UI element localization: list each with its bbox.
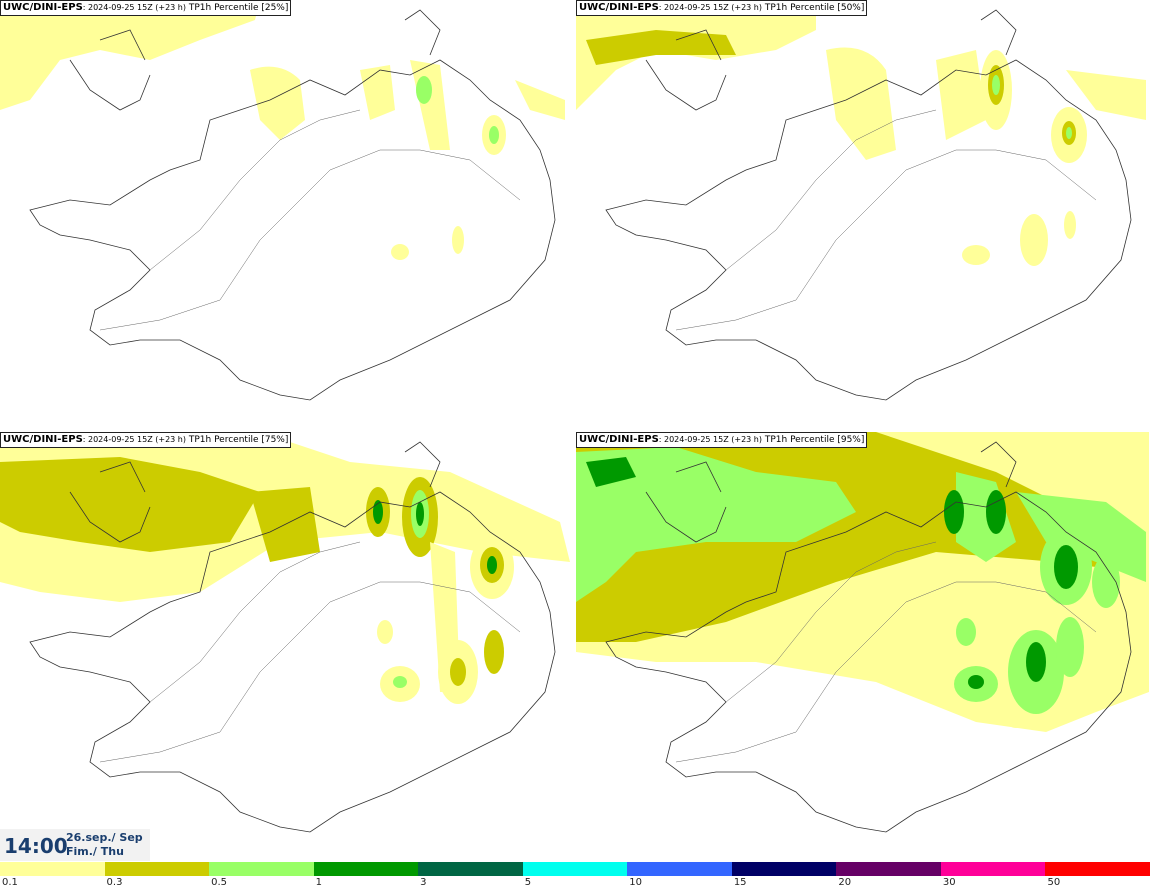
colorscale-bar — [0, 862, 1150, 876]
colorscale-swatch — [1045, 862, 1150, 876]
coastline — [605, 9, 1132, 401]
valid-date: 26.sep./ Sep Fim./ Thu — [66, 831, 143, 859]
colorscale-swatch — [836, 862, 941, 876]
colorscale-swatch — [940, 862, 1046, 876]
colorscale-label: 5 — [524, 877, 532, 888]
colorscale-swatch — [104, 862, 210, 876]
colorscale-swatch — [0, 862, 105, 876]
colorscale-label: 30 — [942, 877, 956, 888]
panel-title: UWC/DINI-EPS: 2024-09-25 15Z (+23 h) TP1… — [576, 0, 868, 16]
road-network — [675, 109, 1097, 331]
colorscale-labels: 0.1 0.3 0.5 1 3 5 10 15 20 30 50 — [0, 877, 1150, 891]
colorscale-label: 3 — [420, 877, 427, 888]
precip-fields — [0, 0, 565, 260]
colorscale-label: 15 — [733, 877, 747, 888]
panel-title: UWC/DINI-EPS: 2024-09-25 15Z (+23 h) TP1… — [0, 0, 292, 16]
coastline — [605, 441, 1132, 833]
coastline — [29, 441, 556, 833]
map-panel-p95: UWC/DINI-EPS: 2024-09-25 15Z (+23 h) TP1… — [576, 432, 1149, 860]
valid-time: 14:00 — [4, 834, 68, 858]
valid-time-box — [0, 829, 150, 861]
colorscale-label: 10 — [629, 877, 642, 888]
map-panel-p25: UWC/DINI-EPS: 2024-09-25 15Z (+23 h) TP1… — [0, 0, 573, 428]
precip-fields — [576, 0, 1146, 266]
coastline — [29, 9, 556, 401]
colorscale-label: 0.3 — [106, 877, 123, 888]
colorscale-label: 20 — [838, 877, 852, 888]
map-canvas — [576, 432, 1149, 833]
valid-date-line2: Fim./ Thu — [66, 845, 124, 858]
map-canvas — [0, 0, 565, 401]
panel-title: UWC/DINI-EPS: 2024-09-25 15Z (+23 h) TP1… — [576, 432, 868, 448]
colorscale-swatch — [418, 862, 523, 876]
precip-fields — [0, 432, 570, 704]
map-canvas — [576, 0, 1146, 401]
road-network — [99, 541, 521, 763]
colorscale-swatch — [627, 862, 732, 876]
map-panel-p75: UWC/DINI-EPS: 2024-09-25 15Z (+23 h) TP1… — [0, 432, 573, 860]
colorscale-swatch — [731, 862, 837, 876]
colorscale-swatch — [209, 862, 314, 876]
colorscale-label: 1 — [315, 877, 322, 888]
panel-title: UWC/DINI-EPS: 2024-09-25 15Z (+23 h) TP1… — [0, 432, 292, 448]
valid-date-line1: 26.sep./ Sep — [66, 831, 143, 844]
colorscale-label: 0.5 — [211, 877, 227, 888]
map-canvas — [0, 432, 570, 833]
road-network — [99, 109, 521, 331]
road-network — [675, 541, 1097, 763]
colorscale-label: 0.1 — [2, 877, 18, 888]
map-panel-p50: UWC/DINI-EPS: 2024-09-25 15Z (+23 h) TP1… — [576, 0, 1149, 428]
colorscale-label: 50 — [1047, 877, 1061, 888]
precip-fields — [576, 432, 1149, 732]
colorscale-swatch — [313, 862, 419, 876]
colorscale-swatch — [522, 862, 628, 876]
